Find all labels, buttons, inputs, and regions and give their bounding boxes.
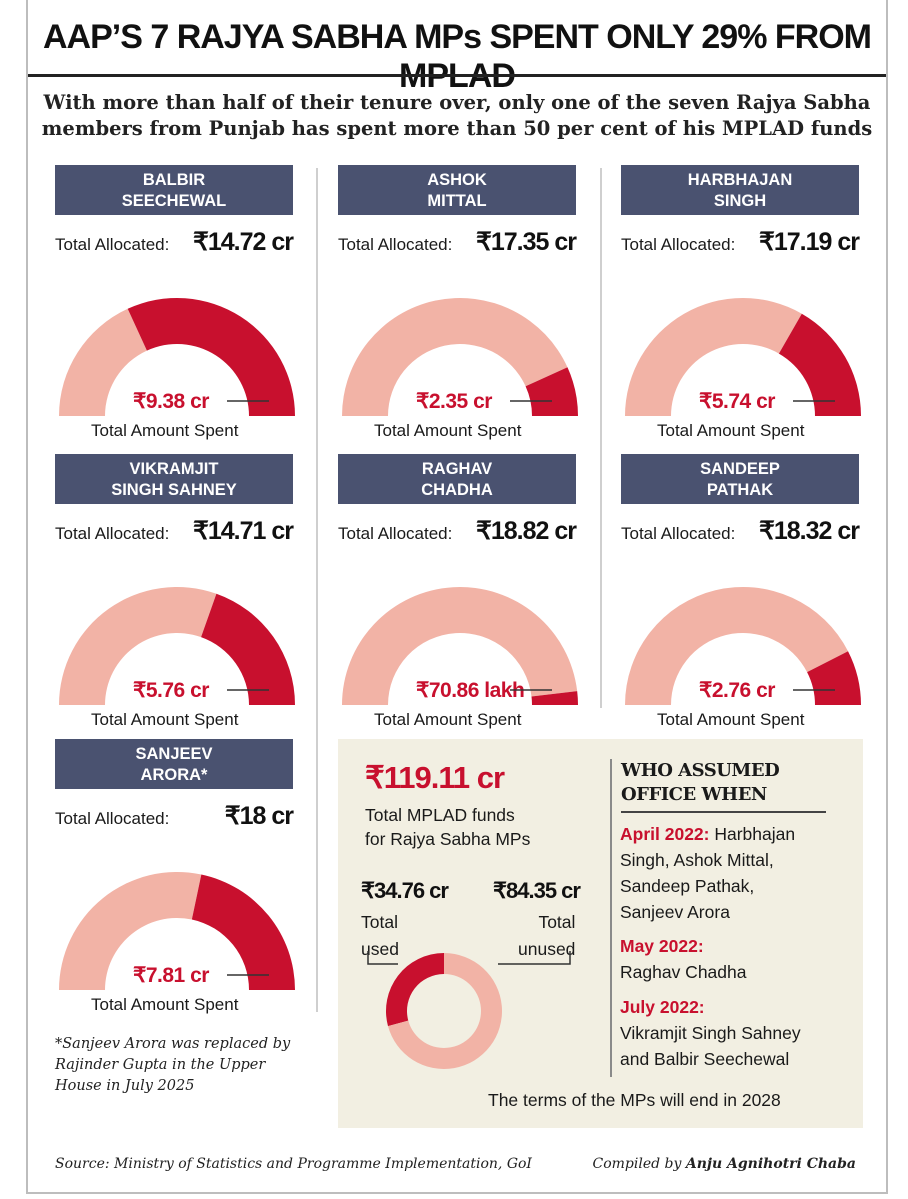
spent-value: ₹5.76 cr [133, 679, 209, 702]
gauge-remaining-arc [342, 587, 578, 705]
gauge-spent-arc [531, 691, 578, 705]
mp-card-vikramjit-singh-sahney: VIKRAMJIT SINGH SAHNEY Total Allocated: … [55, 454, 305, 734]
source-credit: Source: Ministry of Statistics and Progr… [55, 1156, 532, 1172]
allocated-value: ₹17.19 cr [758, 228, 860, 256]
donut-unused-slice [387, 953, 502, 1069]
mp-card-ashok-mittal: ASHOK MITTAL Total Allocated: ₹17.35 cr … [338, 165, 588, 445]
who-date-may: May 2022: [620, 936, 704, 956]
spent-label: Total Amount Spent [657, 710, 805, 729]
allocated-label: Total Allocated: [338, 524, 453, 543]
title-rule [28, 74, 886, 77]
summary-divider [610, 759, 612, 1077]
mp-card-harbhajan-singh: HARBHAJAN SINGH Total Allocated: ₹17.19 … [621, 165, 871, 445]
spent-value: ₹9.38 cr [133, 390, 209, 413]
who-date-july: July 2022: [620, 997, 705, 1017]
mp-name: SANDEEP PATHAK [621, 454, 859, 504]
gauge-spent-arc [201, 593, 295, 705]
gauge-remaining-arc [59, 308, 147, 416]
used-value: ₹34.76 cr [361, 878, 449, 903]
allocated-value: ₹14.72 cr [192, 228, 294, 256]
allocated-label: Total Allocated: [621, 235, 736, 254]
footnote: *Sanjeev Arora was replaced by Rajinder … [55, 1036, 291, 1094]
allocated-value: ₹18.32 cr [758, 517, 860, 545]
terms-note: The terms of the MPs will end in 2028 [488, 1090, 781, 1110]
spent-value: ₹2.35 cr [416, 390, 492, 413]
column-divider-1 [316, 168, 318, 1012]
gauge-spent-arc [778, 313, 861, 416]
spent-label: Total Amount Spent [657, 421, 805, 440]
who-entry-may: May 2022: Raghav Chadha [620, 933, 746, 985]
who-entry-april: April 2022: Harbhajan Singh, Ashok Mitta… [620, 821, 795, 925]
unused-leader-line [498, 951, 571, 965]
mp-name: ASHOK MITTAL [338, 165, 576, 215]
spent-label: Total Amount Spent [374, 710, 522, 729]
mp-name: HARBHAJAN SINGH [621, 165, 859, 215]
spent-label: Total Amount Spent [91, 710, 239, 729]
spent-value: ₹2.76 cr [699, 679, 775, 702]
who-names-april: Harbhajan Singh, Ashok Mittal, Sandeep P… [620, 824, 796, 922]
gauge-spent-arc [525, 367, 578, 416]
gauge-spent-arc [807, 651, 861, 705]
gauge-harbhajan-singh [625, 298, 861, 416]
used-leader-line [367, 951, 398, 965]
who-names-july: Vikramjit Singh Sahney and Balbir Seeche… [620, 1023, 801, 1069]
who-title-rule [621, 811, 826, 813]
gauge-ashok-mittal [342, 298, 578, 416]
allocated-label: Total Allocated: [55, 524, 170, 543]
page-title: AAP’S 7 RAJYA SABHA MPs SPENT ONLY 29% F… [42, 18, 872, 95]
who-assumed-title: WHO ASSUMED OFFICE WHEN [621, 760, 780, 805]
mp-name: BALBIR SEECHEWAL [55, 165, 293, 215]
unused-value: ₹84.35 cr [493, 878, 581, 903]
gauge-remaining-arc [59, 872, 202, 990]
total-funds-value: ₹119.11 cr [365, 760, 505, 795]
allocated-value: ₹14.71 cr [192, 517, 294, 545]
spent-value: ₹7.81 cr [133, 964, 209, 987]
gauge-remaining-arc [342, 298, 568, 416]
compiled-author: Anju Agnihotri Chaba [685, 1156, 856, 1172]
compiled-credit: Compiled by Anju Agnihotri Chaba [593, 1156, 856, 1172]
gauge-spent-arc [191, 874, 295, 990]
mp-name: SANJEEV ARORA* [55, 739, 293, 789]
summary-panel: ₹119.11 cr Total MPLAD funds for Rajya S… [338, 739, 863, 1128]
funds-donut-chart [367, 951, 571, 1069]
gauge-remaining-arc [59, 587, 217, 705]
mp-card-sanjeev-arora: SANJEEV ARORA* Total Allocated: ₹18 cr ₹… [55, 739, 305, 1019]
allocated-label: Total Allocated: [55, 235, 170, 254]
infographic-frame [26, 0, 888, 1194]
who-names-may: Raghav Chadha [620, 962, 747, 982]
allocated-label: Total Allocated: [621, 524, 736, 543]
total-funds-label: Total MPLAD funds for Rajya Sabha MPs [365, 805, 531, 849]
allocated-value: ₹18 cr [224, 802, 294, 830]
mp-name: VIKRAMJIT SINGH SAHNEY [55, 454, 293, 504]
gauge-remaining-arc [625, 298, 802, 416]
who-entry-july: July 2022: Vikramjit Singh Sahney and Ba… [620, 994, 801, 1072]
mp-name: RAGHAV CHADHA [338, 454, 576, 504]
mp-card-raghav-chadha: RAGHAV CHADHA Total Allocated: ₹18.82 cr… [338, 454, 588, 734]
subtitle: With more than half of their tenure over… [41, 91, 873, 140]
used-label: Total used [361, 912, 399, 959]
allocated-label: Total Allocated: [338, 235, 453, 254]
mp-card-sandeep-pathak: SANDEEP PATHAK Total Allocated: ₹18.32 c… [621, 454, 871, 734]
allocated-value: ₹17.35 cr [475, 228, 577, 256]
donut-used-slice [386, 953, 444, 1027]
gauge-sandeep-pathak [625, 587, 861, 705]
mp-card-balbir-seechewal: BALBIR SEECHEWAL Total Allocated: ₹14.72… [55, 165, 305, 445]
allocated-value: ₹18.82 cr [475, 517, 577, 545]
allocated-label: Total Allocated: [55, 809, 170, 828]
column-divider-2 [600, 168, 602, 708]
unused-label: Total unused [518, 912, 576, 959]
gauge-vikramjit-singh-sahney [59, 587, 295, 705]
gauge-remaining-arc [625, 587, 849, 705]
gauge-spent-arc [127, 298, 295, 416]
spent-label: Total Amount Spent [91, 421, 239, 440]
spent-label: Total Amount Spent [91, 995, 239, 1014]
spent-value: ₹70.86 lakh [416, 679, 525, 702]
gauge-balbir-seechewal [59, 298, 295, 416]
spent-value: ₹5.74 cr [699, 390, 775, 413]
spent-label: Total Amount Spent [374, 421, 522, 440]
compiled-prefix: Compiled by [592, 1156, 686, 1172]
gauge-raghav-chadha [342, 587, 578, 705]
who-date-april: April 2022: [620, 824, 710, 844]
gauge-sanjeev-arora [59, 872, 295, 990]
